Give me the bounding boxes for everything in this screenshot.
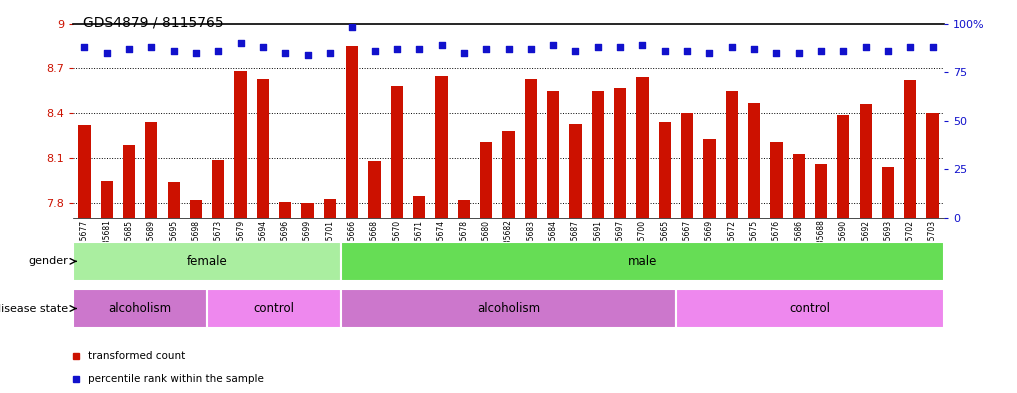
Point <box>99 50 115 56</box>
Point <box>188 50 204 56</box>
Point <box>500 46 517 52</box>
Bar <box>659 122 671 218</box>
Point <box>523 46 539 52</box>
Bar <box>301 203 313 218</box>
Point <box>702 50 718 56</box>
Point <box>388 46 405 52</box>
Bar <box>904 81 916 218</box>
Point <box>902 44 918 50</box>
Point <box>813 48 829 54</box>
Bar <box>570 124 582 218</box>
Bar <box>73 289 207 328</box>
Bar <box>279 202 292 218</box>
Bar <box>346 46 358 218</box>
Point <box>76 44 93 50</box>
Point <box>321 50 338 56</box>
Text: transformed count: transformed count <box>88 351 186 361</box>
Bar <box>681 113 694 218</box>
Point <box>143 44 160 50</box>
Text: female: female <box>187 255 228 268</box>
Bar <box>882 167 894 218</box>
Point <box>344 24 360 31</box>
Bar <box>101 181 113 218</box>
Text: percentile rank within the sample: percentile rank within the sample <box>88 374 264 384</box>
Bar <box>458 200 470 218</box>
Text: control: control <box>789 302 830 315</box>
Bar <box>525 79 537 218</box>
Bar <box>704 139 716 218</box>
Text: control: control <box>253 302 295 315</box>
Bar <box>792 154 804 218</box>
Point <box>590 44 606 50</box>
Point <box>790 50 806 56</box>
Bar <box>368 161 380 218</box>
Bar <box>73 242 341 281</box>
Point <box>880 48 896 54</box>
Point <box>612 44 629 50</box>
Point <box>679 48 696 54</box>
Point <box>255 44 272 50</box>
Bar <box>78 125 91 218</box>
Text: alcoholism: alcoholism <box>477 302 540 315</box>
Bar <box>391 86 403 218</box>
Point <box>411 46 427 52</box>
Bar <box>190 200 202 218</box>
Bar <box>323 198 336 218</box>
Point <box>723 44 739 50</box>
Point <box>456 50 472 56</box>
Text: gender: gender <box>28 256 68 266</box>
Bar <box>235 72 247 218</box>
Text: GDS4879 / 8115765: GDS4879 / 8115765 <box>83 16 224 30</box>
Point <box>121 46 137 52</box>
Bar <box>547 91 559 218</box>
Bar <box>837 115 849 218</box>
Bar <box>747 103 760 218</box>
Bar <box>413 196 425 218</box>
Point <box>478 46 494 52</box>
Point <box>857 44 874 50</box>
Point <box>835 48 851 54</box>
Bar <box>637 77 649 218</box>
Bar <box>676 289 944 328</box>
Point <box>299 51 315 58</box>
Bar <box>213 160 225 218</box>
Point <box>166 48 182 54</box>
Bar <box>435 76 447 218</box>
Point <box>745 46 762 52</box>
Bar <box>257 79 270 218</box>
Bar <box>341 289 676 328</box>
Bar <box>725 91 738 218</box>
Point <box>768 50 784 56</box>
Bar <box>341 242 944 281</box>
Text: male: male <box>627 255 657 268</box>
Point <box>567 48 584 54</box>
Bar <box>168 182 180 218</box>
Bar <box>859 105 872 218</box>
Bar <box>480 142 492 218</box>
Point <box>233 40 249 46</box>
Bar <box>770 142 782 218</box>
Bar <box>614 88 626 218</box>
Bar <box>926 113 939 218</box>
Bar <box>123 145 135 218</box>
Bar <box>592 91 604 218</box>
Text: disease state: disease state <box>0 303 68 314</box>
Point <box>545 42 561 48</box>
Point <box>924 44 941 50</box>
Point <box>635 42 651 48</box>
Point <box>211 48 227 54</box>
Bar <box>815 164 827 218</box>
Bar <box>502 131 515 218</box>
Point <box>278 50 294 56</box>
Text: alcoholism: alcoholism <box>109 302 172 315</box>
Point <box>366 48 382 54</box>
Point <box>657 48 673 54</box>
Bar <box>207 289 341 328</box>
Bar <box>145 122 158 218</box>
Point <box>433 42 450 48</box>
